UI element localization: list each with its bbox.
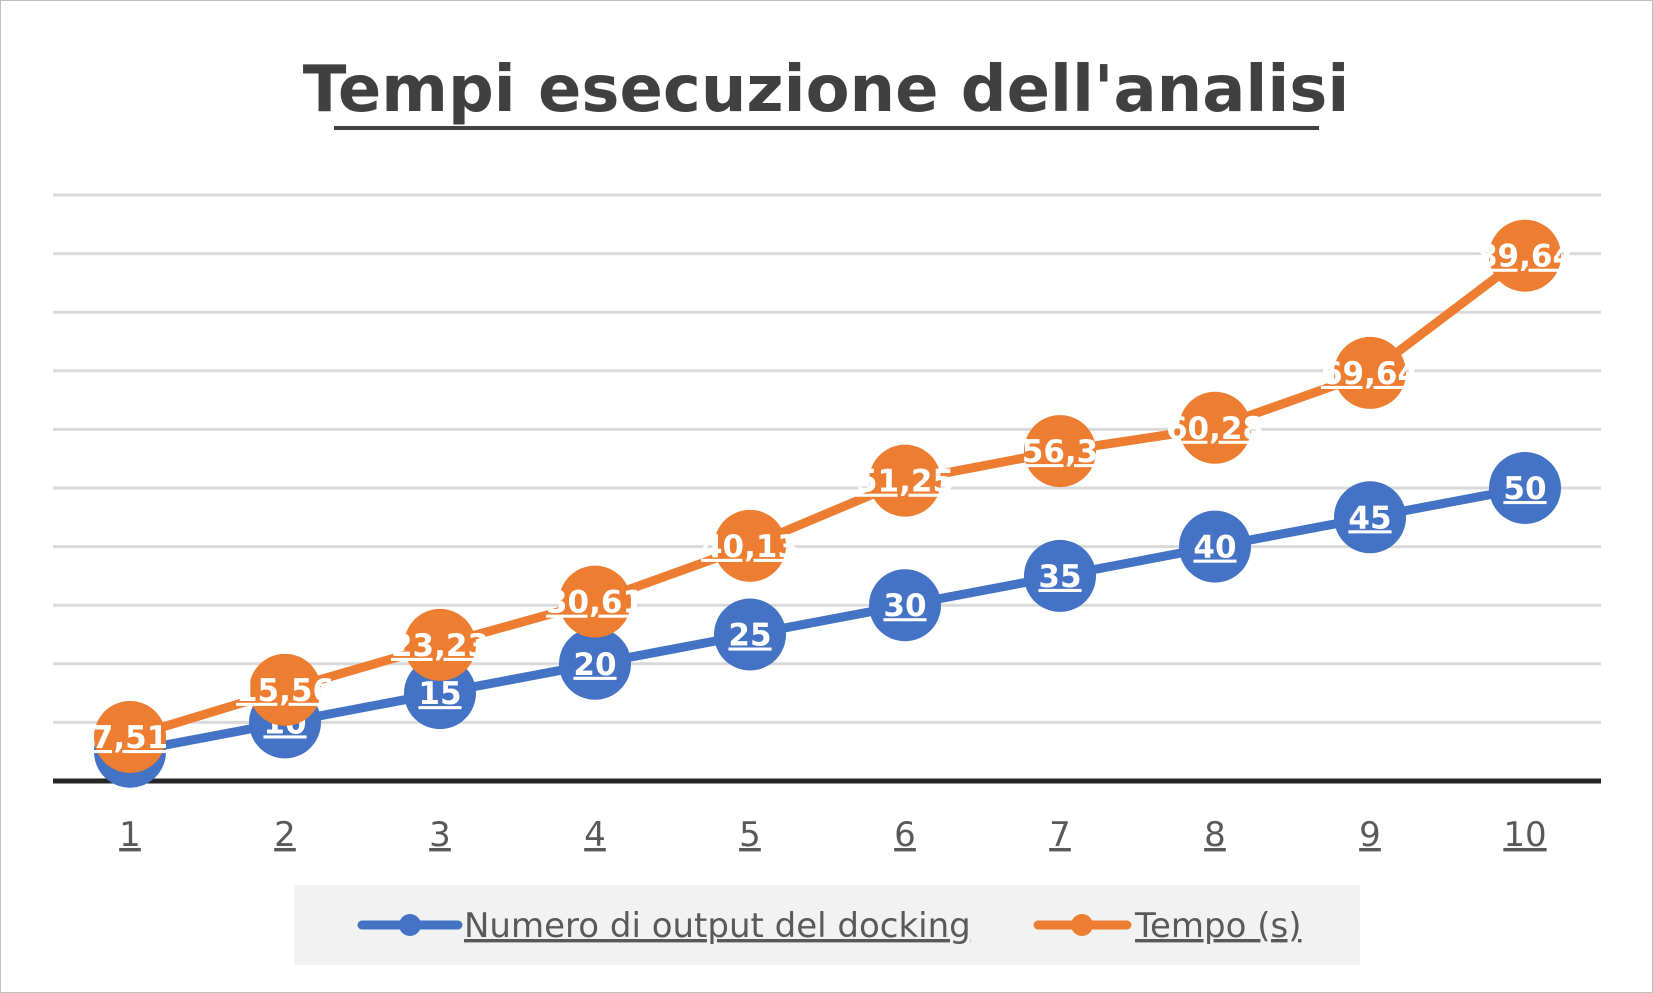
x-tick-label: 9: [1359, 815, 1381, 855]
legend-marker-numero-output: [399, 914, 421, 936]
data-label: 60,28: [1166, 411, 1264, 447]
x-tick-label: 4: [584, 815, 606, 855]
data-label: 20: [573, 647, 616, 683]
data-point-marker: [1024, 539, 1096, 612]
data-point-marker: [559, 565, 631, 638]
data-label: 40,13: [701, 529, 799, 565]
data-label: 45: [1348, 500, 1391, 536]
series-group: 51015202530354045507,5115,5623,2330,6140…: [92, 219, 1574, 788]
data-point-marker: [1489, 452, 1561, 524]
legend-marker-tempo: [1071, 914, 1093, 936]
gridlines: [53, 193, 1601, 724]
data-label: 35: [1038, 559, 1081, 595]
series-2: 7,51 15,56 23,23 30,61 40,13 51,25 56,3 60,28 69…: [92, 219, 1574, 773]
x-tick-label: 6: [894, 815, 916, 855]
x-tick-label: 5: [739, 815, 761, 855]
data-label: 51,25: [856, 464, 954, 500]
x-tick-label: 2: [274, 815, 296, 855]
data-point-marker: [404, 608, 476, 681]
series-line: [125, 251, 1530, 742]
x-tick-label: 3: [429, 815, 451, 855]
data-point-marker: [1179, 391, 1251, 464]
data-point-marker: [249, 653, 321, 726]
data-point-marker: [1334, 336, 1406, 409]
series-1: 5101520253035404550: [94, 452, 1561, 788]
legend: Numero di output del docking Tempo (s): [294, 885, 1360, 965]
data-label: 30,61: [546, 585, 644, 621]
data-point-marker: [714, 598, 786, 671]
data-point-marker: [559, 627, 631, 700]
data-label: 25: [728, 618, 771, 654]
legend-background: [294, 885, 1360, 965]
data-point-marker: [714, 509, 786, 582]
legend-label-numero-output: Numero di output del docking: [464, 906, 971, 946]
x-axis-ticks: 1 2 3 4 5 6 7 8 9 10: [119, 815, 1546, 855]
x-tick-label: 7: [1049, 815, 1071, 855]
x-tick-label: 10: [1503, 815, 1546, 855]
data-label: 7,51: [92, 720, 169, 756]
data-label: 69,64: [1321, 356, 1419, 392]
data-label: 56,3: [1022, 434, 1099, 470]
data-point-marker: [1489, 219, 1561, 292]
data-label: 89,64: [1476, 239, 1574, 275]
data-label: 15: [418, 676, 461, 712]
data-point-marker: [869, 444, 941, 517]
data-label: 50: [1503, 471, 1546, 507]
x-tick-label: 8: [1204, 815, 1226, 855]
data-label: 15,56: [236, 673, 334, 709]
data-label: 30: [883, 588, 926, 624]
data-point-marker: [1179, 510, 1251, 583]
data-label: 40: [1193, 530, 1236, 566]
legend-label-tempo: Tempo (s): [1134, 906, 1301, 946]
data-point-marker: [1334, 481, 1406, 554]
x-tick-label: 1: [119, 815, 141, 855]
data-point-marker: [94, 700, 166, 773]
data-point-marker: [869, 569, 941, 642]
data-label: 23,23: [391, 628, 489, 664]
data-point-marker: [1024, 415, 1096, 488]
series-line: [125, 483, 1530, 757]
chart-title: Tempi esecuzione dell'analisi: [303, 53, 1350, 127]
